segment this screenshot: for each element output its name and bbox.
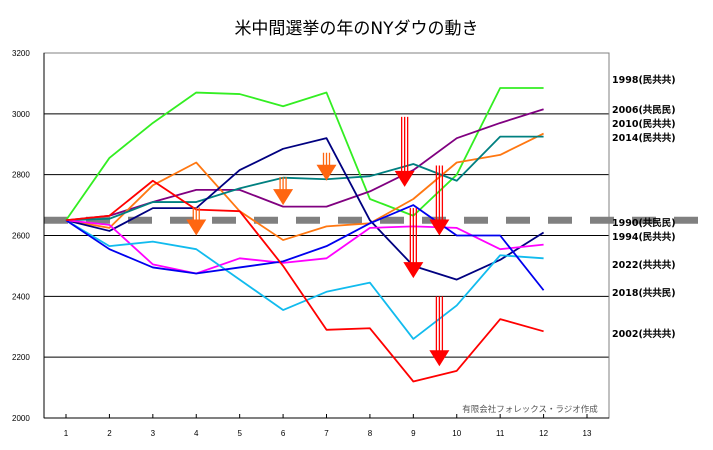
legend: 1998(民共共) 2006(共民民) 2010(民共共) 2014(民共共) 1990… [612, 74, 676, 340]
red-arrow [394, 116, 415, 187]
series-lines [65, 87, 545, 383]
series-line-1994 [65, 219, 544, 275]
x-tick-label: 10 [452, 429, 461, 438]
y-tick-label: 2800 [12, 171, 30, 180]
series-line-2014 [65, 135, 544, 222]
y-tick-label: 2400 [12, 292, 30, 301]
red-arrow [403, 208, 424, 279]
x-tick-label: 11 [496, 429, 505, 438]
x-tick-label: 1 [64, 429, 69, 438]
series-line-2018 [65, 204, 545, 291]
legend-label: 2002(共共共) [612, 328, 676, 340]
arrowhead [403, 262, 424, 279]
annotation-arrows [186, 116, 450, 367]
legend-label: 2014(民共共) [612, 132, 676, 144]
x-tick-label: 7 [324, 429, 329, 438]
x-tick-label: 5 [237, 429, 242, 438]
y-tick-label: 3200 [12, 49, 30, 58]
y-tick-label: 3000 [12, 110, 30, 119]
legend-label: 1998(民共共) [612, 74, 676, 86]
red-arrow [429, 296, 450, 367]
legend-label: 1994(民共共) [612, 231, 676, 243]
orange-arrow [273, 177, 294, 206]
orange-arrow [316, 152, 337, 181]
legend-label: 2018(共共民) [612, 287, 676, 299]
series-line-1990 [65, 137, 545, 281]
series-line-1998 [65, 87, 544, 221]
legend-label: 1990(共民民) [612, 217, 676, 229]
x-tick-label: 6 [281, 429, 286, 438]
credit-text: 有限会社フォレックス・ラジオ作成 [462, 404, 598, 415]
x-tick-label: 2 [107, 429, 112, 438]
arrowhead [394, 170, 415, 187]
legend-label: 2006(共民民) [612, 104, 676, 116]
legend-label: 2022(共共共) [612, 259, 676, 271]
red-arrow [429, 165, 450, 236]
arrowhead [429, 219, 450, 236]
x-tick-label: 3 [151, 429, 156, 438]
chart-title: 米中間選挙の年のNYダウの動き [234, 19, 479, 39]
x-tick-labels: 1 2 3 4 5 6 7 8 9 10 11 12 13 [64, 414, 592, 438]
arrowhead [186, 219, 207, 236]
x-tick-label: 4 [194, 429, 199, 438]
x-tick-label: 8 [368, 429, 373, 438]
legend-label: 2010(民共共) [612, 118, 676, 130]
y-tick-label: 2000 [12, 414, 30, 423]
x-tick-label: 13 [583, 429, 592, 438]
x-tick-label: 9 [411, 429, 416, 438]
arrowhead [273, 189, 294, 206]
y-tick-label: 2600 [12, 232, 30, 241]
grid [44, 113, 609, 358]
y-tick-label: 2200 [12, 353, 30, 362]
orange-arrow [186, 207, 207, 236]
arrowhead [316, 164, 337, 181]
series-line-2022 [65, 219, 544, 340]
x-tick-label: 12 [539, 429, 548, 438]
series-line-2002 [65, 179, 544, 383]
arrowhead [429, 350, 450, 367]
y-tick-labels: 2000 2200 2400 2600 2800 3000 3200 [12, 49, 30, 423]
series-line-2010 [65, 132, 544, 241]
